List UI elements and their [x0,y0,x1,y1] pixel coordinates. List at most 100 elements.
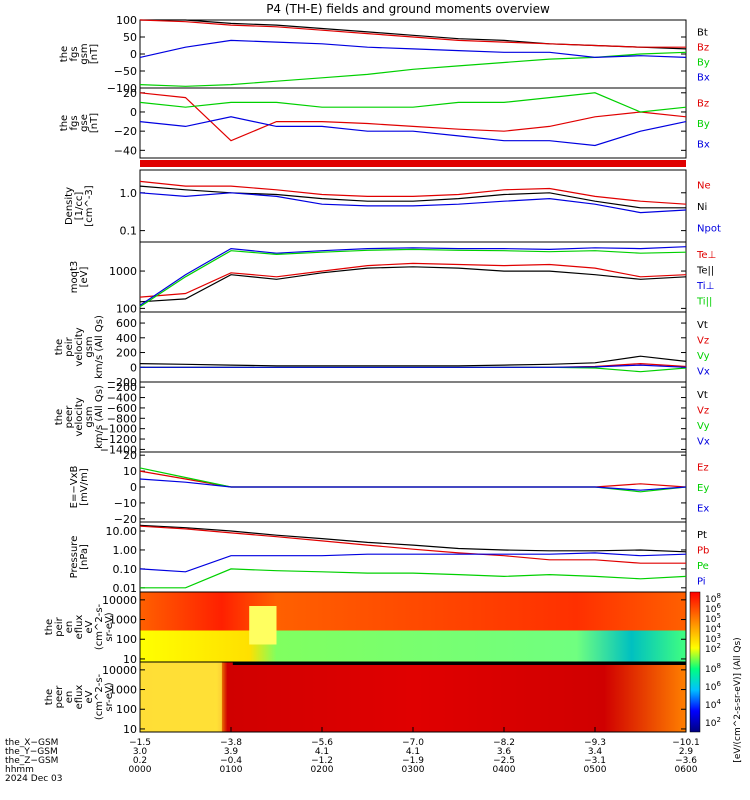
legend-Npot: Npot [697,223,721,234]
y-tick-label: 0 [130,106,137,119]
series-Bz [139,92,687,142]
legend-Ti⊥: Ti⊥ [696,281,714,292]
legend-Ni: Ni [697,202,707,213]
y-tick-label: −200 [107,376,137,389]
panel-fgs_gsm: 100 50 0 −50 −100 the fgs gsm [nT] Bt Bz By Bx [59,14,710,95]
series-Bx [139,39,687,59]
y-tick-label: −600 [107,402,137,415]
y-axis-label: km/s (All Qs) [94,385,105,449]
legend-Vx: Vx [697,366,710,377]
x-tick-value: −7.0 [402,738,424,748]
y-axis-label: the [54,339,65,355]
y-tick-label: −40 [114,144,137,157]
y-axis-label: sr-eV) [104,682,115,711]
y-axis-label: the [54,409,65,425]
plot-title: P4 (TH-E) fields and ground moments over… [266,2,550,16]
y-tick-label: 10 [123,465,137,478]
series-Pb [139,525,686,564]
legend-Bx: Bx [697,140,710,151]
colorbar-gradient [689,591,701,733]
y-tick-label: −1200 [100,433,137,446]
y-axis-label: eflux [74,685,85,710]
y-axis-label: velocity [74,397,85,436]
y-axis-label: gsm [79,43,90,64]
legend-Vx: Vx [697,436,710,447]
x-row-label: the_X−GSM [5,738,58,748]
series-Pe [140,568,687,589]
x-tick-value: −2.5 [493,756,515,766]
y-axis-label: eV [84,620,95,633]
x-tick-value: −1.9 [402,756,424,766]
y-axis-label: km/s (All Qs) [94,315,105,379]
series-Ti⊥ [139,246,687,306]
y-axis-label: velocity [74,327,85,366]
y-tick-label: 0.10 [113,563,138,576]
x-tick-value: 0400 [493,765,516,775]
x-tick-value: 4.1 [406,747,420,757]
y-tick-label: 0.01 [113,582,138,595]
y-tick-label: 10.00 [106,525,138,538]
x-tick-value: −5.6 [311,738,333,748]
y-tick-label: 100 [116,14,137,27]
y-tick-label: 100 [116,633,137,646]
x-tick-value: −3.8 [220,738,242,748]
panel-pressure: 10.00 1.00 0.10 0.01 Pressure [nPa] Pt Pb Pe Pi [69,521,709,595]
spectrogram-low-energy [140,700,686,732]
series-By [139,92,687,113]
panel-peir_eflux: 10000 1000 100 10 the peir en eflux eV (cm^2-s-sr… [44,591,687,666]
series-Te⊥ [139,262,687,298]
series-Vy [140,366,687,373]
x-tick-value: 4.1 [315,747,329,757]
spectrogram-high-energy [140,662,686,701]
y-axis-label: gse [79,114,90,132]
legend-Vz: Vz [697,335,709,346]
y-tick-label: 400 [116,332,137,345]
legend-Te||: Te|| [696,265,714,276]
y-tick-label: −1400 [100,443,137,456]
x-tick-value: 3.9 [224,747,239,757]
legend-Vy: Vy [697,351,710,362]
x-tick-value: 0200 [311,765,334,775]
y-axis-label: E=−VxB [69,466,80,509]
legend-Bt: Bt [697,28,708,39]
legend-Ex: Ex [697,504,709,515]
y-axis-label: [mV/m] [79,468,90,506]
y-axis-label: fgs [69,115,80,130]
y-tick-label: −50 [114,65,137,78]
y-axis-label: the [59,46,70,62]
y-tick-label: −800 [107,412,137,425]
series-Te|| [139,266,687,303]
series-Pi [139,552,687,573]
series-Vt [139,355,687,367]
y-tick-label: −200 [107,381,137,394]
legend-By: By [697,119,710,130]
series-Npot [139,192,687,214]
panel-frame [139,311,687,383]
y-tick-label: 0.1 [120,225,138,238]
x-tick-value: 0300 [402,765,425,775]
x-tick-value: 3.0 [133,747,148,757]
x-tick-value: 0.2 [133,756,147,766]
spectrogram-top-edge [232,662,686,665]
series-Bx [139,116,687,147]
legend-Ez: Ez [697,462,709,473]
series-Vx [140,364,687,368]
y-tick-label: 100 [116,302,137,315]
y-tick-label: 0 [130,48,137,61]
y-axis-label: sr-eV) [104,612,115,641]
x-axis-annotation: the_X−GSM −1.5 −3.8 −5.6 −7.0 −8.2 −9.3 −10.1 th… [5,727,700,784]
x-tick-value: −0.4 [220,756,242,766]
series-Bz [139,19,686,48]
legend-Bx: Bx [697,73,710,84]
x-tick-value: −3.6 [675,756,697,766]
legend-Ne: Ne [697,181,711,192]
y-tick-label: 50 [123,31,137,44]
series-Ex [139,478,687,491]
panel-temperature: 1000 100 moqt3 [eV] Te⊥ Te|| Ti⊥ Ti|| [69,241,716,315]
quality-flag-bar [140,160,686,167]
